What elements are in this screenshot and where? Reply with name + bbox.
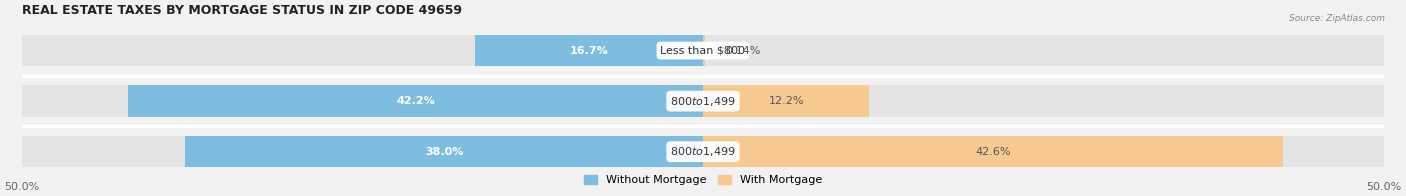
Text: 42.6%: 42.6% bbox=[976, 147, 1011, 157]
Bar bbox=[21, 136, 1385, 167]
Bar bbox=[21, 35, 1385, 66]
Text: $800 to $1,499: $800 to $1,499 bbox=[671, 145, 735, 158]
Bar bbox=[186, 136, 703, 167]
Text: Source: ZipAtlas.com: Source: ZipAtlas.com bbox=[1289, 14, 1385, 23]
Text: 12.2%: 12.2% bbox=[768, 96, 804, 106]
Bar bbox=[703, 85, 869, 117]
Bar bbox=[703, 136, 1284, 167]
Bar bbox=[475, 35, 703, 66]
Text: 0.14%: 0.14% bbox=[725, 45, 761, 55]
Text: 42.2%: 42.2% bbox=[396, 96, 434, 106]
Bar bbox=[703, 35, 704, 66]
Text: $800 to $1,499: $800 to $1,499 bbox=[671, 95, 735, 108]
Legend: Without Mortgage, With Mortgage: Without Mortgage, With Mortgage bbox=[579, 170, 827, 190]
Bar bbox=[21, 85, 1385, 117]
Text: REAL ESTATE TAXES BY MORTGAGE STATUS IN ZIP CODE 49659: REAL ESTATE TAXES BY MORTGAGE STATUS IN … bbox=[21, 4, 461, 17]
Bar bbox=[128, 85, 703, 117]
Text: 16.7%: 16.7% bbox=[569, 45, 609, 55]
Text: 38.0%: 38.0% bbox=[425, 147, 464, 157]
Text: Less than $800: Less than $800 bbox=[661, 45, 745, 55]
